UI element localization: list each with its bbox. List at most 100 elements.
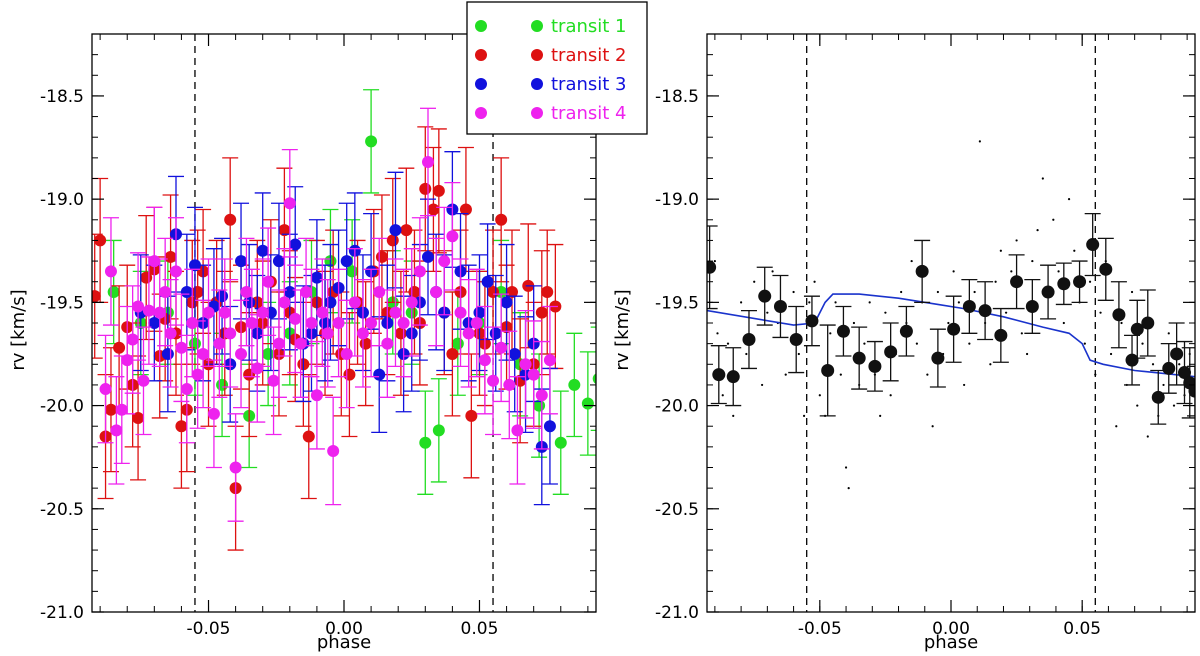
right-plot-area [707, 34, 1195, 612]
transit-4-point-marker [132, 300, 145, 313]
left-y-tick-label: -21.0 [40, 603, 84, 623]
raw-point [1062, 321, 1065, 325]
transit-3-point-marker [340, 255, 353, 268]
binned-point-marker [915, 264, 929, 278]
binned-point [740, 309, 757, 370]
binned-point-marker [742, 333, 756, 347]
transit-4-point-marker [256, 306, 269, 319]
binned-point-marker [1057, 277, 1071, 291]
raw-point [802, 414, 806, 417]
transit-4-point-marker [245, 317, 258, 329]
binned-point [1024, 278, 1041, 334]
transit-4-point [184, 268, 201, 378]
transit-2-point-marker [487, 286, 500, 299]
transit-4-point-marker [197, 347, 210, 360]
binned-point-marker [852, 351, 866, 365]
transit-1-point [566, 332, 583, 438]
transit-2-point-marker [113, 341, 126, 354]
transit-4-point [533, 340, 550, 450]
binned-point [1187, 365, 1195, 417]
right-x-tick-label: 0.05 [1063, 619, 1101, 639]
transit-4-point-marker [340, 347, 353, 360]
binned-point-marker [1073, 275, 1087, 289]
transit-1-point-marker [107, 286, 120, 299]
transit-4-point-marker [519, 358, 532, 371]
transit-4-point [436, 206, 453, 316]
raw-point [863, 342, 866, 345]
binned-point-marker [1010, 275, 1024, 289]
transit-1-point-marker [262, 347, 275, 360]
transit-3-point-marker [216, 290, 229, 303]
transit-4-point [135, 326, 152, 436]
binned-point [851, 326, 868, 390]
left-axes: -21.0 -20.5 -20.0 -19.5 -19.0 -18.5 -0.05 0.00 0… [40, 33, 597, 639]
transit-3-point [479, 223, 496, 341]
binned-point [961, 278, 978, 334]
transit-4-point-marker [310, 389, 323, 402]
binned-point-marker [821, 363, 835, 377]
left-x-tick-label: 0.00 [325, 619, 363, 639]
transit-4-point [298, 237, 315, 347]
transit-4-point-marker [121, 354, 134, 367]
transit-4-point [420, 107, 436, 217]
transit-4-point-marker [99, 383, 112, 396]
transit-2-point-marker [375, 250, 388, 263]
transit-4-point [428, 237, 445, 347]
binned-point [1084, 212, 1101, 277]
binned-point [756, 266, 773, 326]
transit-4-point [411, 217, 428, 326]
transit-4-point-marker [186, 317, 199, 329]
transit-4-point-marker [321, 327, 334, 340]
transit-2-point-marker [191, 286, 204, 299]
binned-point-marker [1099, 262, 1113, 276]
transit-4-point-marker [422, 155, 434, 168]
transit-1-point [417, 390, 434, 495]
binned-points [707, 212, 1195, 425]
binned-point [835, 305, 852, 357]
transit-4-point-marker [142, 304, 155, 317]
raw-point [713, 259, 716, 263]
binned-point [898, 305, 915, 357]
transit-4-point-marker [148, 255, 161, 268]
legend-marker-transit-2 [475, 49, 487, 61]
raw-point [1151, 363, 1155, 366]
transit-2-point-marker [359, 337, 372, 350]
raw-point [910, 259, 913, 263]
raw-point [844, 466, 848, 469]
transit-3-point-marker [161, 347, 174, 360]
binned-point-marker [1178, 366, 1192, 380]
binned-point-marker [1086, 238, 1100, 252]
transit-1-point [430, 378, 447, 483]
raw-point [771, 270, 774, 273]
transit-4-point [222, 278, 239, 388]
binned-point-marker [1162, 361, 1176, 375]
transit-1-point-marker [592, 373, 596, 385]
raw-point [1052, 218, 1055, 221]
transit-2-point-marker [535, 306, 548, 319]
transit-2-point-marker [419, 182, 432, 195]
raw-point [1136, 404, 1139, 407]
transit-4-point-marker [180, 383, 193, 396]
transit-3-point-marker [256, 244, 269, 257]
transit-4-point-marker [478, 354, 491, 367]
transit-4-point [363, 268, 380, 378]
right-y-tick-label: -19.5 [655, 293, 699, 313]
transit-3-point-marker [508, 347, 521, 360]
binned-point [1150, 369, 1167, 425]
right-y-tick-label: -19.0 [655, 190, 699, 210]
binned-point-marker [758, 289, 772, 303]
transit-4-point [108, 376, 125, 485]
binned-point-marker [1151, 390, 1165, 404]
transit-1-point-marker [568, 378, 581, 391]
transit-2-point-marker [459, 203, 472, 216]
transit-3-point-marker [310, 271, 323, 284]
transit-4-point-marker [487, 374, 500, 387]
transit-4-point-marker [240, 286, 253, 299]
transit-4-point-marker [104, 265, 117, 278]
transit-1-point-marker [581, 397, 594, 410]
transit-4-point [281, 148, 298, 258]
transit-4-point-marker [164, 327, 177, 340]
raw-point [900, 290, 903, 294]
left-y-tick-label: -18.5 [40, 87, 84, 107]
raw-point [852, 321, 856, 325]
